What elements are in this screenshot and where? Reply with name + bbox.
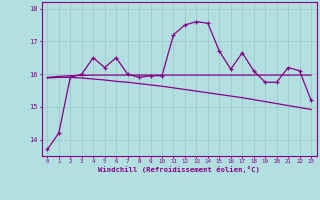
X-axis label: Windchill (Refroidissement éolien,°C): Windchill (Refroidissement éolien,°C) bbox=[98, 166, 260, 173]
